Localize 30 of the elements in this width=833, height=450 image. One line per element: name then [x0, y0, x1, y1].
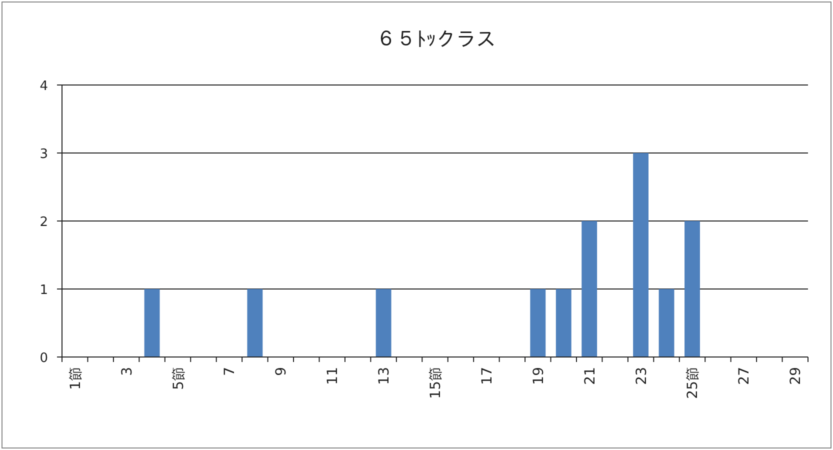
y-tick-label: 0	[40, 351, 48, 366]
x-tick-label: 17	[479, 367, 496, 385]
x-tick-label: 25節	[685, 367, 702, 399]
bar	[144, 289, 160, 357]
x-tick-label: 27	[736, 367, 753, 385]
x-tick-label: 7	[222, 367, 238, 376]
x-tick-label: 5節	[170, 367, 187, 390]
bar	[582, 221, 598, 357]
x-tick-label: 13	[376, 367, 393, 385]
bar	[684, 221, 700, 357]
x-tick-label: 29	[788, 367, 804, 385]
x-tick-label: 21	[582, 367, 598, 385]
bar	[247, 289, 263, 357]
x-tick-label: 23	[634, 367, 650, 385]
y-tick-label: 2	[40, 215, 48, 230]
chart-title: ６５ﾄｯクラス	[376, 27, 496, 51]
x-tick-label: 19	[530, 367, 547, 385]
bar	[633, 153, 649, 357]
x-tick-label: 15節	[428, 367, 444, 399]
x-tick-label: 3	[119, 367, 136, 376]
x-tick-label: 9	[274, 367, 290, 376]
bar	[530, 289, 546, 357]
bar	[376, 289, 392, 357]
x-tick-label: 11	[325, 367, 342, 385]
x-tick-label: 1節	[68, 367, 84, 390]
bar	[556, 289, 572, 357]
bar	[658, 289, 674, 357]
y-tick-label: 4	[40, 79, 48, 94]
y-tick-label: 3	[40, 147, 48, 162]
y-tick-label: 1	[40, 283, 48, 298]
